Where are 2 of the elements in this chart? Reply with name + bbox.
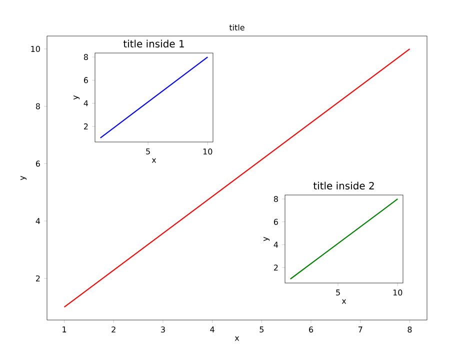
chart-title: title inside 1 [123,40,184,48]
chart-title: title inside 2 [313,182,374,190]
